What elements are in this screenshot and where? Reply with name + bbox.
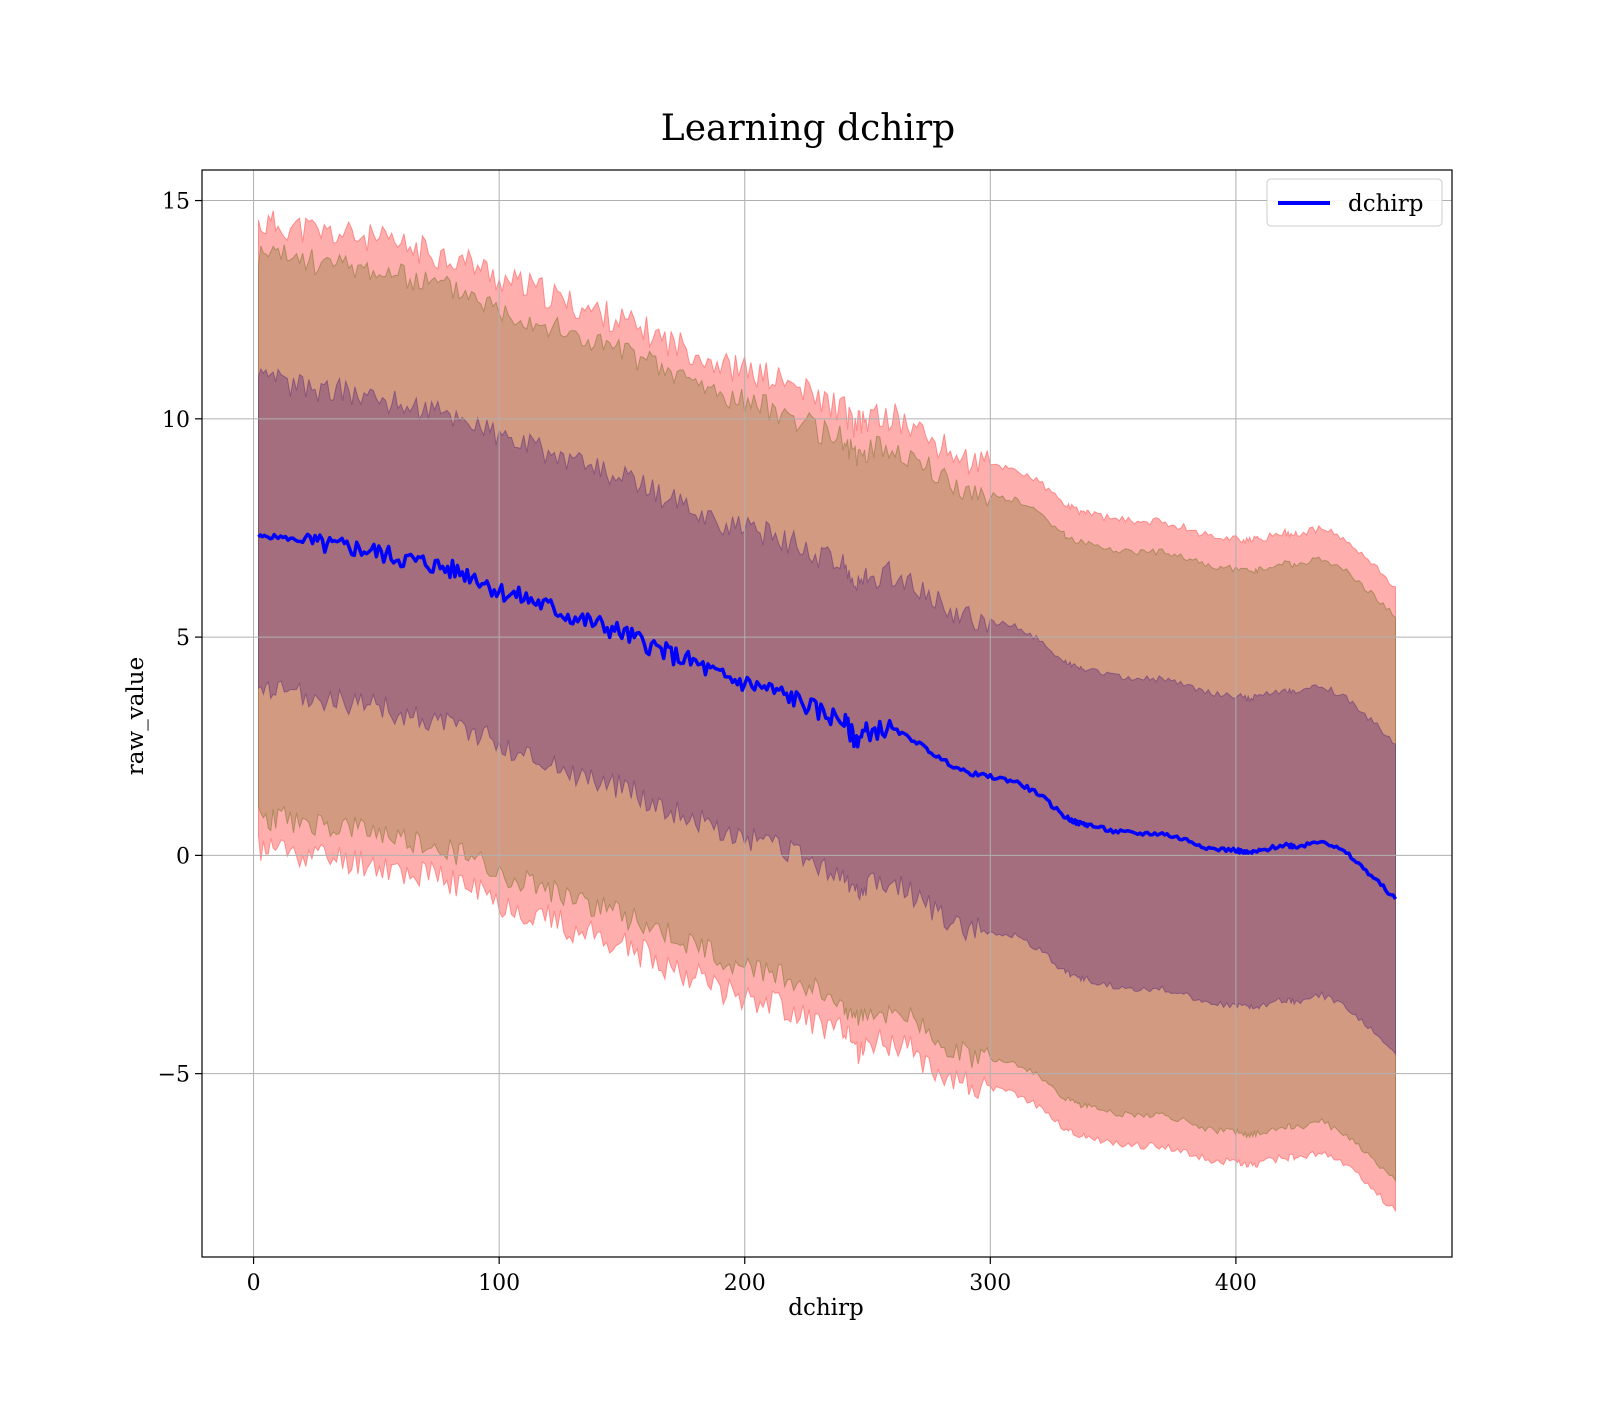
legend: dchirp [1266, 178, 1443, 227]
y-tick-label: 0 [176, 844, 190, 869]
band-middle [258, 244, 1396, 1183]
x-tick-label: 100 [478, 1271, 520, 1296]
y-axis-label: raw_value [123, 657, 149, 775]
band-inner [258, 367, 1396, 1056]
chart-title: Learning dchirp [661, 108, 955, 149]
legend-label-dchirp: dchirp [1348, 191, 1424, 217]
x-tick-label: 200 [724, 1271, 766, 1296]
y-tick-label: −5 [158, 1063, 190, 1088]
y-tick-label: 5 [176, 626, 190, 651]
legend-box [1266, 178, 1443, 227]
plot-frame [201, 169, 1453, 1258]
x-tick-label: 0 [247, 1271, 261, 1296]
band-outer [258, 210, 1396, 1212]
x-axis-label: dchirp [788, 1295, 864, 1321]
series-line-dchirp [257, 532, 1398, 900]
y-tick-label: 10 [162, 408, 190, 433]
x-tick-label: 300 [969, 1271, 1011, 1296]
y-tick-label: 15 [162, 190, 190, 215]
plot-area: 0 100 200 300 400 −5 0 5 10 15 [158, 169, 1453, 1296]
x-tick-label: 400 [1215, 1271, 1257, 1296]
